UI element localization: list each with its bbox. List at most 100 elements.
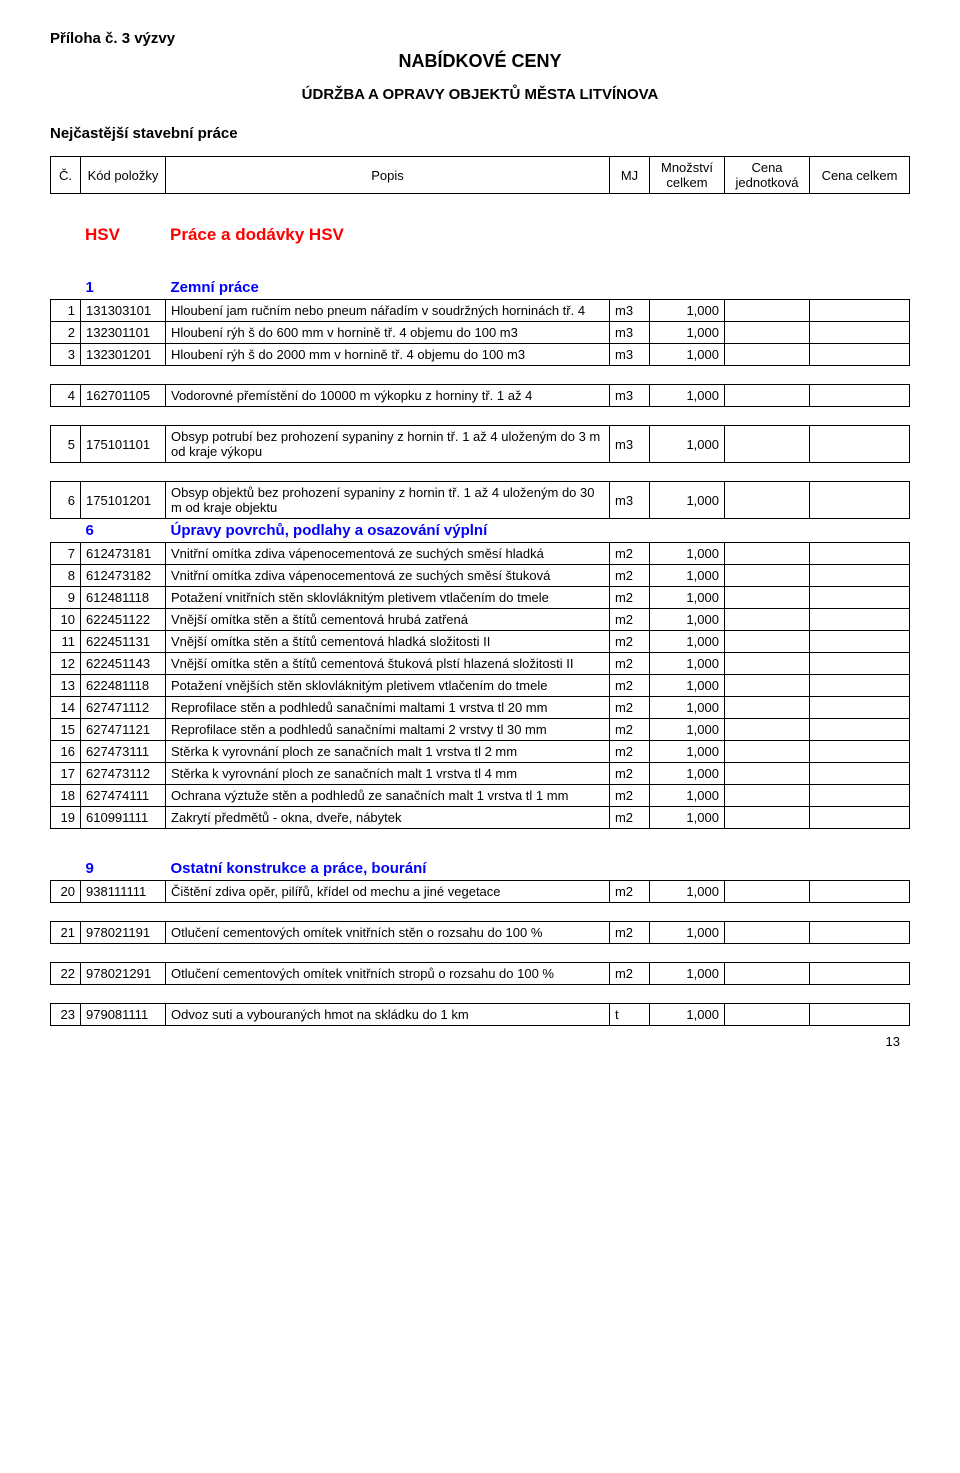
section9-title: Ostatní konstrukce a práce, bourání bbox=[166, 857, 910, 881]
row-mnozstvi: 1,000 bbox=[649, 543, 724, 565]
table-row: 23979081111Odvoz suti a vybouraných hmot… bbox=[51, 1004, 910, 1026]
row-code: 131303101 bbox=[81, 300, 166, 322]
row-num: 12 bbox=[51, 653, 81, 675]
row-mj: m2 bbox=[609, 653, 649, 675]
row-code: 622451143 bbox=[81, 653, 166, 675]
table-row: 11622451131Vnější omítka stěn a štítů ce… bbox=[51, 631, 910, 653]
row-mj: m3 bbox=[609, 344, 649, 366]
row-mnozstvi: 1,000 bbox=[649, 385, 724, 407]
col-mnoz-header: Množství celkem bbox=[650, 157, 725, 194]
row-cena-jednotkova bbox=[724, 785, 809, 807]
row-cena-celkem bbox=[809, 344, 909, 366]
row-mnozstvi: 1,000 bbox=[649, 587, 724, 609]
row-code: 175101101 bbox=[81, 426, 166, 463]
row-cena-jednotkova bbox=[724, 741, 809, 763]
spacer-row bbox=[51, 944, 910, 963]
row-mnozstvi: 1,000 bbox=[649, 482, 724, 519]
row-popis: Reprofilace stěn a podhledů sanačními ma… bbox=[166, 697, 610, 719]
row-code: 627471112 bbox=[81, 697, 166, 719]
row-mnozstvi: 1,000 bbox=[649, 565, 724, 587]
section1-title: Zemní práce bbox=[166, 276, 910, 300]
row-cena-jednotkova bbox=[724, 565, 809, 587]
row-mnozstvi: 1,000 bbox=[649, 1004, 724, 1026]
row-num: 13 bbox=[51, 675, 81, 697]
table-row: 18627474111Ochrana výztuže stěn a podhle… bbox=[51, 785, 910, 807]
section1-header-row: 1 Zemní práce bbox=[51, 276, 910, 300]
row-code: 612473182 bbox=[81, 565, 166, 587]
row-cena-celkem bbox=[809, 653, 909, 675]
row-code: 622481118 bbox=[81, 675, 166, 697]
row-popis: Vodorovné přemístění do 10000 m výkopku … bbox=[166, 385, 610, 407]
section9-num: 9 bbox=[81, 857, 166, 881]
row-mj: m2 bbox=[609, 543, 649, 565]
row-popis: Odvoz suti a vybouraných hmot na skládku… bbox=[166, 1004, 610, 1026]
row-mnozstvi: 1,000 bbox=[649, 631, 724, 653]
row-mnozstvi: 1,000 bbox=[649, 609, 724, 631]
table-row: 21978021191Otlučení cementových omítek v… bbox=[51, 922, 910, 944]
subheading: Nejčastější stavební práce bbox=[50, 125, 910, 142]
row-popis: Otlučení cementových omítek vnitřních st… bbox=[166, 963, 610, 985]
row-num: 17 bbox=[51, 763, 81, 785]
row-popis: Čištění zdiva opěr, pilířů, křídel od me… bbox=[166, 881, 610, 903]
row-mnozstvi: 1,000 bbox=[649, 344, 724, 366]
header-table: Č. Kód položky Popis MJ Množství celkem … bbox=[50, 156, 910, 194]
row-mj: t bbox=[609, 1004, 649, 1026]
row-cena-celkem bbox=[809, 922, 909, 944]
row-mnozstvi: 1,000 bbox=[649, 785, 724, 807]
table-row: 1131303101Hloubení jam ručním nebo pneum… bbox=[51, 300, 910, 322]
row-mj: m2 bbox=[609, 922, 649, 944]
row-cena-celkem bbox=[809, 482, 909, 519]
row-code: 627473111 bbox=[81, 741, 166, 763]
table-header-row: Č. Kód položky Popis MJ Množství celkem … bbox=[51, 157, 910, 194]
row-cena-jednotkova bbox=[724, 543, 809, 565]
row-popis: Ochrana výztuže stěn a podhledů ze sanač… bbox=[166, 785, 610, 807]
row-mj: m2 bbox=[609, 741, 649, 763]
row-mj: m2 bbox=[609, 881, 649, 903]
row-num: 10 bbox=[51, 609, 81, 631]
row-num: 18 bbox=[51, 785, 81, 807]
row-mj: m3 bbox=[609, 385, 649, 407]
row-cena-jednotkova bbox=[724, 344, 809, 366]
page-title: NABÍDKOVÉ CENY bbox=[50, 51, 910, 72]
row-popis: Stěrka k vyrovnání ploch ze sanačních ma… bbox=[166, 763, 610, 785]
row-num: 8 bbox=[51, 565, 81, 587]
row-cena-jednotkova bbox=[724, 763, 809, 785]
row-mj: m3 bbox=[609, 300, 649, 322]
row-num: 3 bbox=[51, 344, 81, 366]
row-mj: m2 bbox=[609, 719, 649, 741]
row-mnozstvi: 1,000 bbox=[649, 922, 724, 944]
row-cena-jednotkova bbox=[724, 631, 809, 653]
row-code: 622451131 bbox=[81, 631, 166, 653]
row-num: 15 bbox=[51, 719, 81, 741]
row-mnozstvi: 1,000 bbox=[649, 881, 724, 903]
row-popis: Otlučení cementových omítek vnitřních st… bbox=[166, 922, 610, 944]
section1-table: 1 Zemní práce 1131303101Hloubení jam ruč… bbox=[50, 276, 910, 519]
row-mnozstvi: 1,000 bbox=[649, 300, 724, 322]
row-cena-jednotkova bbox=[724, 300, 809, 322]
table-row: 2132301101Hloubení rýh š do 600 mm v hor… bbox=[51, 322, 910, 344]
section6-header-row: 6 Úpravy povrchů, podlahy a osazování vý… bbox=[51, 519, 910, 543]
row-code: 175101201 bbox=[81, 482, 166, 519]
table-row: 20938111111Čištění zdiva opěr, pilířů, k… bbox=[51, 881, 910, 903]
row-num: 2 bbox=[51, 322, 81, 344]
row-popis: Obsyp potrubí bez prohození sypaniny z h… bbox=[166, 426, 610, 463]
row-cena-jednotkova bbox=[724, 385, 809, 407]
row-code: 612481118 bbox=[81, 587, 166, 609]
row-mnozstvi: 1,000 bbox=[649, 653, 724, 675]
spacer-row bbox=[51, 366, 910, 385]
table-row: 16627473111Stěrka k vyrovnání ploch ze s… bbox=[51, 741, 910, 763]
row-code: 627473112 bbox=[81, 763, 166, 785]
col-num-header: Č. bbox=[51, 157, 81, 194]
row-popis: Vnější omítka stěn a štítů cementová hru… bbox=[166, 609, 610, 631]
row-code: 612473181 bbox=[81, 543, 166, 565]
col-cc-header: Cena celkem bbox=[810, 157, 910, 194]
row-mnozstvi: 1,000 bbox=[649, 322, 724, 344]
row-cena-celkem bbox=[809, 543, 909, 565]
row-cena-jednotkova bbox=[724, 697, 809, 719]
row-code: 162701105 bbox=[81, 385, 166, 407]
row-num: 4 bbox=[51, 385, 81, 407]
row-num: 20 bbox=[51, 881, 81, 903]
row-popis: Reprofilace stěn a podhledů sanačními ma… bbox=[166, 719, 610, 741]
row-code: 622451122 bbox=[81, 609, 166, 631]
hsv-code: HSV bbox=[80, 222, 165, 248]
